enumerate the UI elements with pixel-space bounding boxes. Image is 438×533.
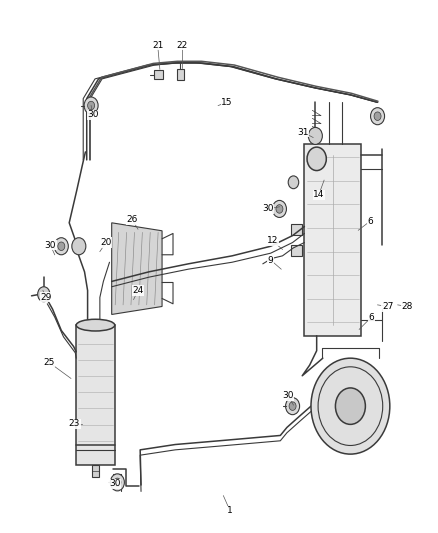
Text: 6: 6 bbox=[368, 313, 374, 321]
Text: 29: 29 bbox=[40, 293, 52, 302]
Circle shape bbox=[307, 147, 326, 171]
Circle shape bbox=[114, 478, 121, 487]
Circle shape bbox=[72, 238, 86, 255]
Circle shape bbox=[374, 112, 381, 120]
Text: 25: 25 bbox=[43, 358, 55, 367]
Circle shape bbox=[276, 205, 283, 213]
Bar bbox=[304, 144, 361, 336]
Text: 9: 9 bbox=[268, 256, 274, 264]
Bar bbox=[154, 70, 163, 79]
Bar bbox=[76, 325, 115, 465]
Text: 15: 15 bbox=[221, 98, 233, 107]
Circle shape bbox=[286, 398, 300, 415]
Circle shape bbox=[288, 176, 299, 189]
Text: 23: 23 bbox=[69, 419, 80, 428]
Text: 30: 30 bbox=[109, 480, 120, 488]
Ellipse shape bbox=[76, 319, 115, 331]
Circle shape bbox=[272, 200, 286, 217]
Text: 30: 30 bbox=[262, 205, 274, 213]
Circle shape bbox=[308, 127, 322, 144]
Text: 22: 22 bbox=[176, 41, 187, 50]
Circle shape bbox=[38, 287, 50, 302]
Circle shape bbox=[371, 108, 385, 125]
Text: 14: 14 bbox=[313, 190, 325, 199]
Bar bbox=[92, 465, 99, 477]
Text: 26: 26 bbox=[127, 215, 138, 224]
Text: 30: 30 bbox=[45, 241, 56, 249]
Text: 30: 30 bbox=[87, 110, 99, 119]
Text: 31: 31 bbox=[297, 128, 309, 136]
Circle shape bbox=[54, 238, 68, 255]
Bar bbox=[291, 224, 302, 235]
Text: 21: 21 bbox=[152, 41, 163, 50]
Circle shape bbox=[84, 97, 98, 114]
Text: 6: 6 bbox=[367, 217, 373, 225]
Text: 24: 24 bbox=[132, 286, 144, 295]
Text: 20: 20 bbox=[100, 238, 112, 247]
Circle shape bbox=[289, 402, 296, 410]
Circle shape bbox=[336, 388, 365, 424]
Text: 28: 28 bbox=[402, 302, 413, 311]
Circle shape bbox=[311, 358, 390, 454]
Circle shape bbox=[88, 101, 95, 110]
Circle shape bbox=[110, 474, 124, 491]
Text: 1: 1 bbox=[227, 506, 233, 515]
Text: 27: 27 bbox=[382, 302, 393, 311]
Text: 12: 12 bbox=[267, 237, 278, 245]
Bar bbox=[177, 69, 184, 80]
Polygon shape bbox=[112, 223, 162, 314]
Text: 30: 30 bbox=[283, 391, 294, 400]
Circle shape bbox=[58, 242, 65, 251]
Bar bbox=[291, 245, 302, 256]
